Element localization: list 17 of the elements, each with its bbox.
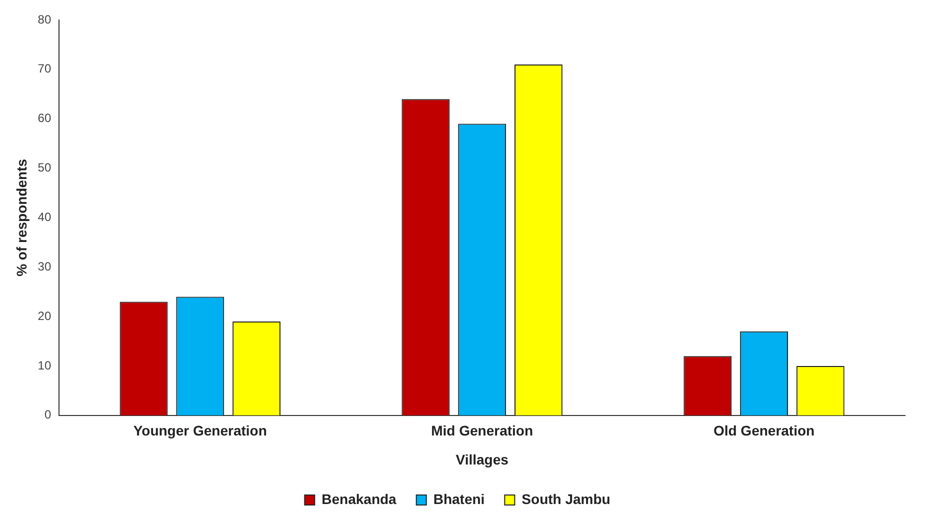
y-tick-label: 70 (38, 62, 52, 76)
y-tick-label: 30 (38, 259, 52, 274)
x-axis-title: Villages (456, 451, 509, 468)
y-axis-title: % of respondents (13, 158, 30, 276)
y-tick-label: 10 (38, 358, 52, 372)
y-tick-label: 40 (38, 210, 52, 224)
x-tick-label: Younger Generation (133, 422, 267, 439)
x-tick-label: Mid Generation (431, 422, 534, 439)
y-tick-label: 20 (38, 308, 52, 323)
legend-label: Benakanda (322, 490, 397, 507)
y-tick-label: 0 (44, 408, 52, 422)
legend-label: South Jambu (522, 490, 610, 507)
y-tick-label: 50 (38, 160, 52, 175)
y-tick-label: 80 (38, 12, 52, 26)
x-tick-label: Old Generation (713, 422, 815, 439)
y-tick-label: 60 (38, 111, 52, 126)
legend-label: Bhateni (433, 490, 485, 507)
